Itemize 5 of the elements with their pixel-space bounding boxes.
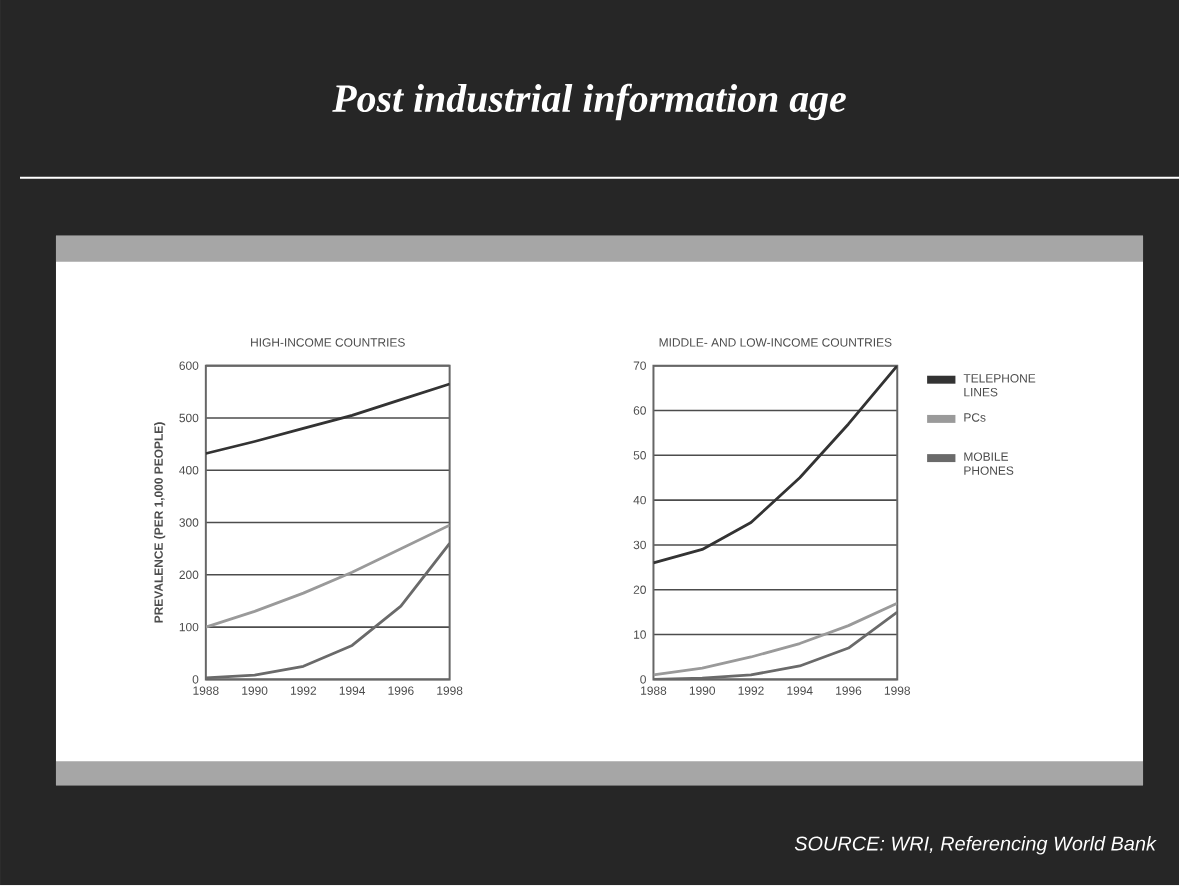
source-note: SOURCE: WRI, Referencing World Bank [794,836,1157,855]
text: Post industrial information age [332,84,846,121]
line-series [205,382,450,456]
line-series [205,524,450,629]
line-series [653,366,898,565]
